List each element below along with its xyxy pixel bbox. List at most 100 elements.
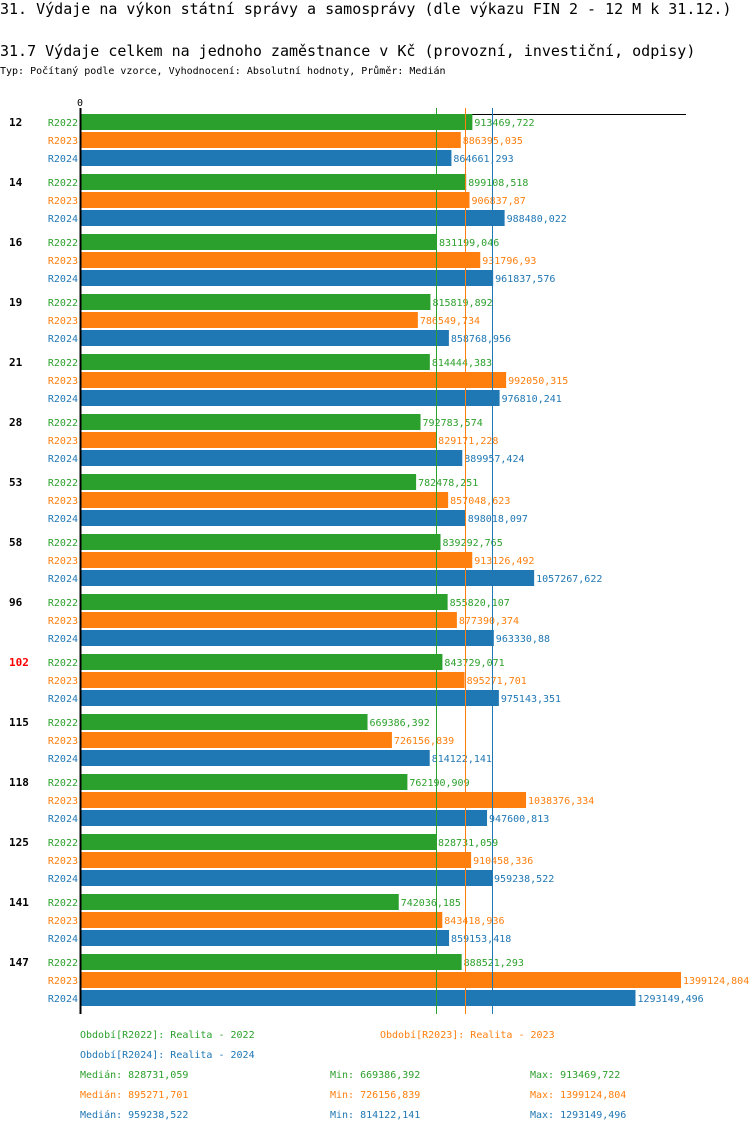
- bar: [80, 672, 465, 688]
- series-label: R2024: [48, 814, 78, 825]
- data-label: 913469,722: [474, 118, 534, 129]
- series-label: R2022: [48, 838, 78, 849]
- data-label: 963330,88: [496, 634, 550, 645]
- series-label: R2022: [48, 358, 78, 369]
- page-title: 31. Výdaje na výkon státní správy a samo…: [0, 0, 732, 18]
- series-label: R2023: [48, 496, 78, 507]
- series-label: R2024: [48, 634, 78, 645]
- stat-min-r2023: Min: 726156,839: [330, 1090, 421, 1101]
- data-label: 843729,071: [444, 658, 504, 669]
- category-label: 12: [9, 116, 22, 129]
- series-label: R2024: [48, 214, 78, 225]
- data-label: 762190,909: [409, 778, 469, 789]
- series-label: R2022: [48, 538, 78, 549]
- data-label: 829171,228: [438, 436, 498, 447]
- category-label: 118: [9, 776, 29, 789]
- series-label: R2023: [48, 196, 78, 207]
- data-label: 976810,241: [502, 394, 562, 405]
- bar: [80, 354, 430, 370]
- data-label: 895271,701: [467, 676, 527, 687]
- data-label: 815819,892: [432, 298, 492, 309]
- bar: [80, 372, 507, 388]
- data-label: 913126,492: [474, 556, 534, 567]
- data-label: 959238,522: [494, 874, 554, 885]
- bar: [80, 654, 443, 670]
- series-label: R2024: [48, 754, 78, 765]
- data-label: 888521,293: [464, 958, 524, 969]
- bar: [80, 390, 500, 406]
- series-label: R2022: [48, 118, 78, 129]
- bar: [80, 414, 421, 430]
- data-label: 828731,059: [438, 838, 498, 849]
- data-label: 1057267,622: [536, 574, 602, 585]
- bar: [80, 954, 462, 970]
- series-label: R2022: [48, 598, 78, 609]
- bar: [80, 972, 681, 988]
- data-label: 669386,392: [370, 718, 430, 729]
- data-label: 988480,022: [507, 214, 567, 225]
- category-label: 53: [9, 476, 22, 489]
- data-label: 864661,293: [453, 154, 513, 165]
- bar: [80, 192, 470, 208]
- series-label: R2023: [48, 376, 78, 387]
- bar: [80, 912, 443, 928]
- data-label: 782478,251: [418, 478, 478, 489]
- series-label: R2023: [48, 616, 78, 627]
- bar: [80, 714, 368, 730]
- category-label: 141: [9, 896, 29, 909]
- category-label: 102: [9, 656, 29, 669]
- data-label: 843418,936: [444, 916, 504, 927]
- series-label: R2024: [48, 874, 78, 885]
- data-label: 792783,574: [423, 418, 483, 429]
- bar: [80, 114, 473, 130]
- category-label: 125: [9, 836, 29, 849]
- series-label: R2022: [48, 898, 78, 909]
- stat-min-r2024: Min: 814122,141: [330, 1110, 421, 1121]
- series-label: R2023: [48, 796, 78, 807]
- series-label: R2022: [48, 238, 78, 249]
- legend-r2023: Období[R2023]: Realita - 2023: [380, 1030, 555, 1041]
- bar: [80, 630, 494, 646]
- data-label: 839292,765: [443, 538, 503, 549]
- bar: [80, 252, 481, 268]
- stat-min-r2022: Min: 669386,392: [330, 1070, 421, 1081]
- bar: [80, 594, 448, 610]
- bar: [80, 732, 392, 748]
- data-label: 898018,097: [468, 514, 528, 525]
- category-label: 58: [9, 536, 22, 549]
- series-label: R2024: [48, 934, 78, 945]
- series-label: R2024: [48, 454, 78, 465]
- data-label: 931796,93: [482, 256, 536, 267]
- stat-median-r2022: Medián: 828731,059: [80, 1070, 189, 1081]
- bar: [80, 210, 505, 226]
- bar: [80, 870, 493, 886]
- series-label: R2024: [48, 394, 78, 405]
- data-label: 855820,107: [450, 598, 510, 609]
- series-label: R2022: [48, 778, 78, 789]
- series-label: R2024: [48, 334, 78, 345]
- bar: [80, 750, 430, 766]
- bar: [80, 852, 472, 868]
- bar: [80, 432, 437, 448]
- data-label: 889957,424: [464, 454, 524, 465]
- series-label: R2024: [48, 154, 78, 165]
- series-label: R2022: [48, 178, 78, 189]
- series-label: R2023: [48, 256, 78, 267]
- series-label: R2022: [48, 958, 78, 969]
- data-label: 975143,351: [501, 694, 561, 705]
- bar: [80, 990, 636, 1006]
- stat-max-r2024: Max: 1293149,496: [530, 1110, 627, 1121]
- series-label: R2022: [48, 418, 78, 429]
- bar: [80, 270, 494, 286]
- stat-max-r2023: Max: 1399124,804: [530, 1090, 627, 1101]
- data-label: 742036,185: [401, 898, 461, 909]
- bar: [80, 132, 461, 148]
- data-label: 859153,418: [451, 934, 511, 945]
- series-label: R2023: [48, 436, 78, 447]
- series-label: R2022: [48, 478, 78, 489]
- category-label: 96: [9, 596, 23, 609]
- series-label: R2022: [48, 298, 78, 309]
- data-label: 831199,046: [439, 238, 499, 249]
- data-label: 877390,374: [459, 616, 519, 627]
- series-label: R2023: [48, 136, 78, 147]
